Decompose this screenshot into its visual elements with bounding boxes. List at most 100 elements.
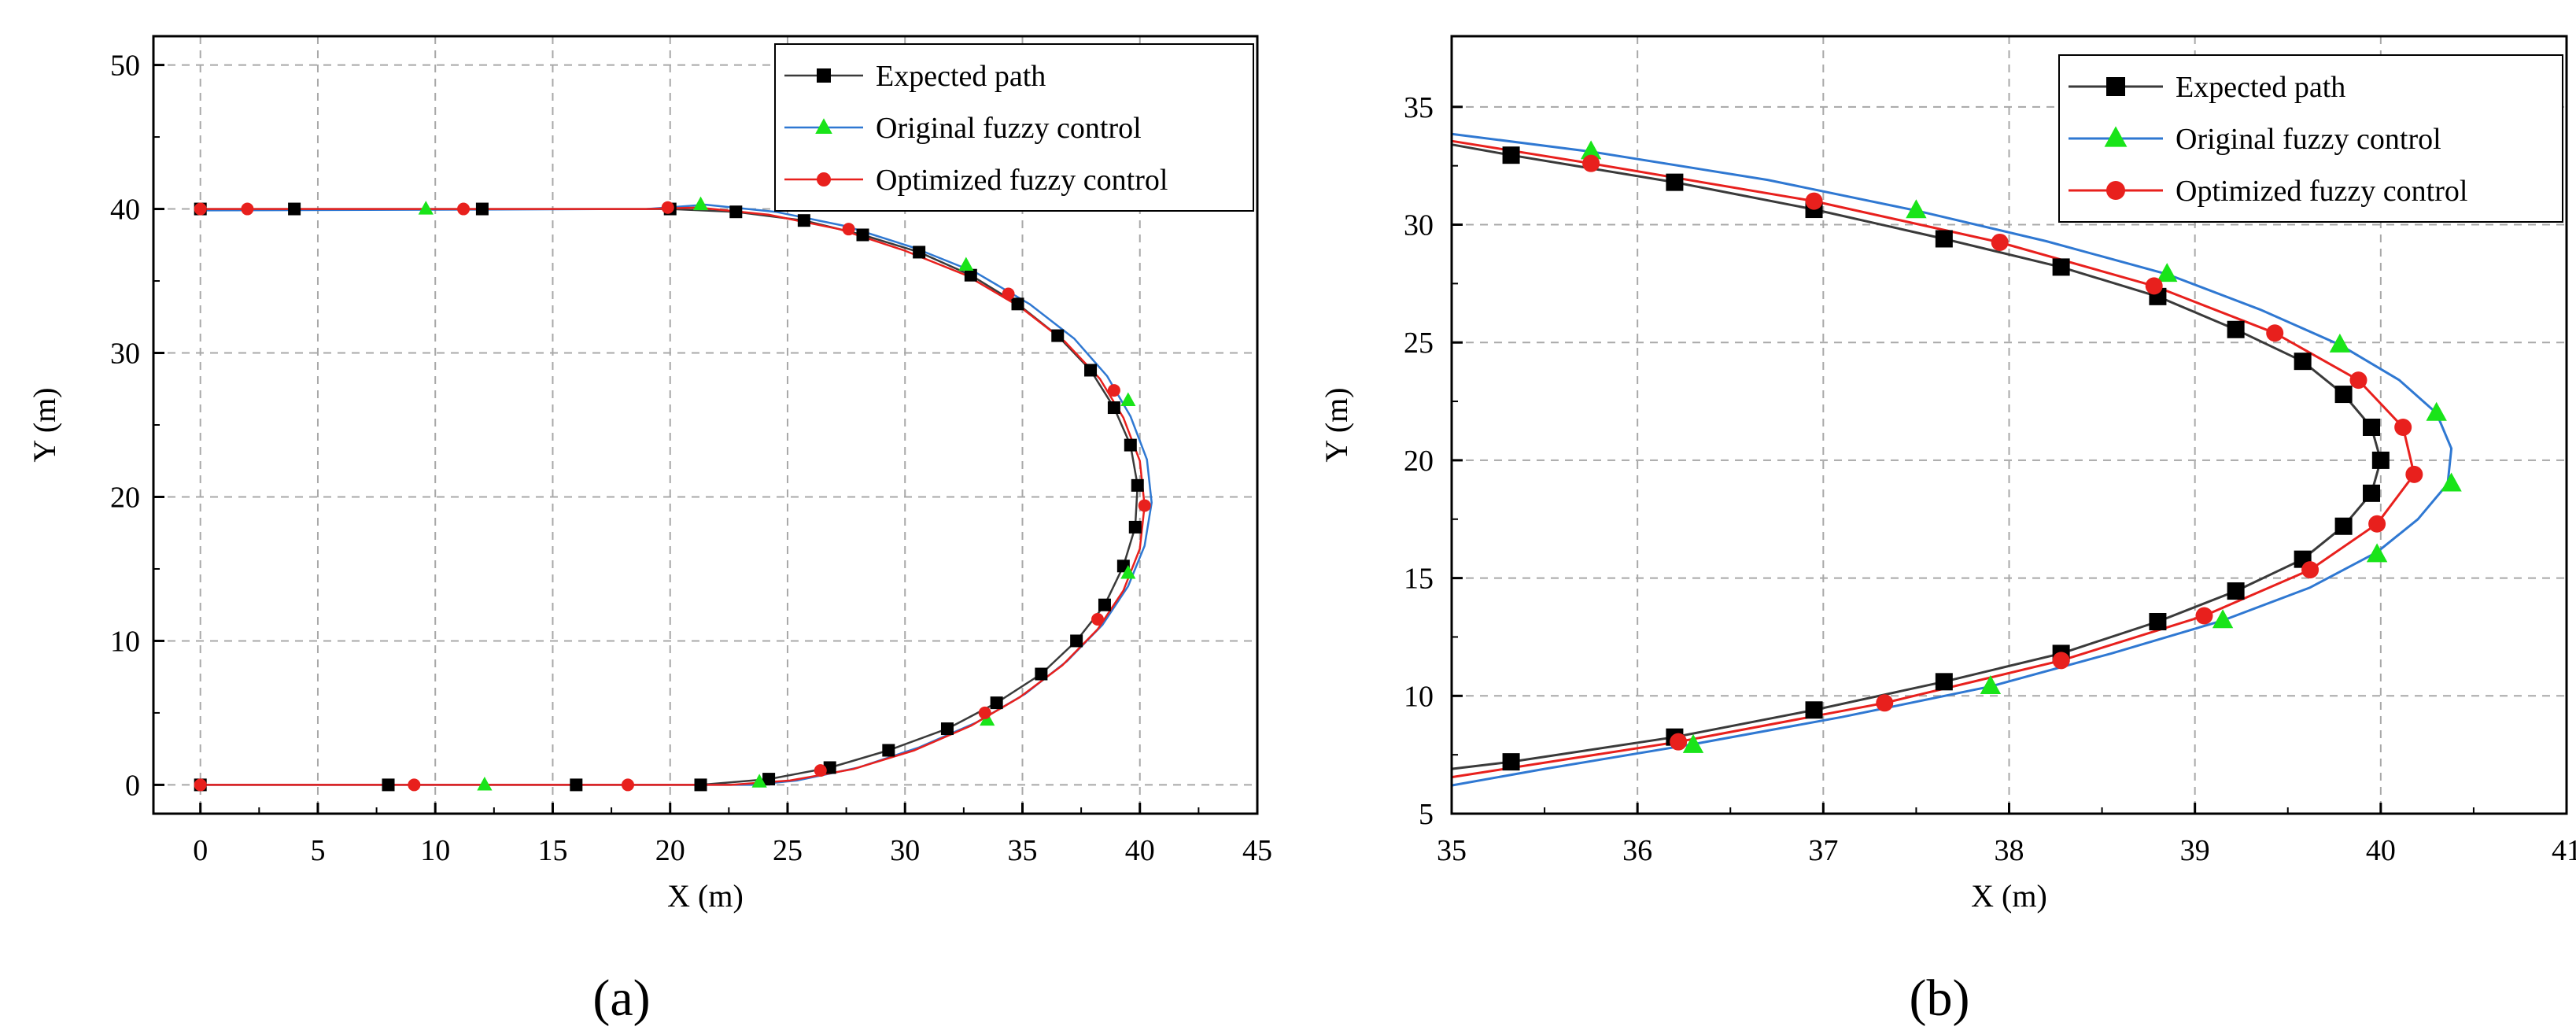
panel-a-series <box>194 196 1153 792</box>
marker-expected <box>1805 701 1823 719</box>
marker-optimized <box>1091 613 1105 626</box>
x-tick-label: 5 <box>310 834 325 867</box>
marker-original <box>2157 263 2178 283</box>
marker-expected <box>856 228 869 242</box>
x-tick-label: 36 <box>1622 834 1652 867</box>
legend-label-optimized: Optimized fuzzy control <box>2176 175 2467 208</box>
marker-optimized <box>661 201 674 214</box>
marker-expected <box>797 214 810 227</box>
legend-label-original: Original fuzzy control <box>2176 123 2441 156</box>
y-tick-label: 20 <box>1404 445 1434 478</box>
x-tick-label: 39 <box>2180 834 2210 867</box>
y-tick-label: 40 <box>110 194 140 227</box>
marker-original <box>2212 609 2234 629</box>
marker-optimized <box>2145 277 2163 295</box>
panel-b-caption: (b) <box>1910 969 1970 1027</box>
marker-expected <box>475 202 489 216</box>
marker-expected <box>882 744 895 757</box>
x-tick-label: 25 <box>773 834 803 867</box>
marker-expected <box>964 268 977 282</box>
marker-optimized <box>2349 371 2367 390</box>
series-line-original <box>1451 132 2453 787</box>
y-tick-label: 30 <box>1404 209 1434 242</box>
legend-label-optimized: Optimized fuzzy control <box>876 164 1168 197</box>
marker-original <box>2329 333 2351 353</box>
x-tick-label: 15 <box>537 834 567 867</box>
marker-expected <box>1666 173 1684 191</box>
panel-b-legend: Expected path Original fuzzy control Optim… <box>2058 54 2563 223</box>
x-tick-label: 30 <box>890 834 920 867</box>
x-tick-label: 0 <box>193 834 208 867</box>
x-tick-label: 35 <box>1437 834 1467 867</box>
marker-expected <box>2227 320 2245 338</box>
marker-expected <box>2334 386 2353 404</box>
y-tick-label: 50 <box>110 50 140 83</box>
marker-optimized <box>842 223 855 236</box>
y-tick-label: 25 <box>1404 327 1434 360</box>
marker-expected <box>2227 582 2245 600</box>
panel-b-x-axis-label: X (m) <box>1971 878 2047 914</box>
marker-optimized <box>1805 192 1823 210</box>
marker-original <box>958 257 974 271</box>
y-tick-label: 30 <box>110 338 140 371</box>
x-tick-label: 20 <box>655 834 685 867</box>
marker-optimized <box>621 778 634 792</box>
marker-optimized <box>194 778 207 792</box>
marker-expected <box>1070 634 1083 648</box>
marker-original <box>1120 565 1136 579</box>
legend-label-original: Original fuzzy control <box>876 112 1142 145</box>
marker-original <box>692 196 709 211</box>
y-tick-label: 10 <box>110 625 140 658</box>
y-tick-label: 15 <box>1404 563 1434 596</box>
x-tick-label: 40 <box>2366 834 2396 867</box>
panel-b-y-axis-label: Y (m) <box>1319 387 1354 462</box>
marker-original <box>418 201 434 215</box>
legend-marker-expected <box>2106 77 2125 96</box>
panel-a-x-axis-label: X (m) <box>667 878 744 914</box>
legend-marker-original <box>815 118 832 134</box>
marker-expected <box>1098 598 1111 611</box>
marker-optimized <box>2266 324 2284 342</box>
x-tick-label: 37 <box>1808 834 1838 867</box>
panel-a-chart: 0 5 10 15 20 25 30 35 40 45 0 10 20 30 40 50 X (m) Y (m… <box>27 35 1272 1027</box>
marker-optimized <box>2368 515 2386 533</box>
marker-original <box>1980 675 2002 695</box>
marker-expected <box>2149 612 2167 630</box>
marker-original <box>1580 140 1602 160</box>
marker-expected <box>729 205 743 219</box>
panel-a-legend: Expected path Original fuzzy control Optim… <box>774 43 1254 212</box>
y-tick-label: 0 <box>125 769 140 802</box>
y-tick-label: 35 <box>1404 91 1434 124</box>
marker-optimized <box>1876 694 1894 712</box>
y-tick-label: 20 <box>110 481 140 514</box>
panel-a-caption: (a) <box>592 969 650 1027</box>
x-tick-label: 38 <box>1995 834 2024 867</box>
marker-original <box>1120 392 1136 406</box>
legend-marker-optimized <box>817 172 831 186</box>
marker-original <box>1682 733 1704 753</box>
marker-optimized <box>1991 233 2009 251</box>
marker-optimized <box>1107 384 1120 397</box>
marker-expected <box>1131 478 1144 492</box>
panel-b-series <box>1451 132 2462 787</box>
panel-b-ticks: 35 36 37 38 39 40 41 5 10 15 20 25 30 35 <box>1404 91 2576 867</box>
legend-marker-optimized <box>2106 181 2125 200</box>
series-line-expected <box>1451 143 2382 770</box>
marker-optimized <box>1002 287 1015 301</box>
series-line-original <box>200 203 1153 786</box>
marker-expected <box>1502 146 1520 164</box>
marker-optimized <box>194 202 207 216</box>
marker-original <box>2426 401 2447 421</box>
marker-expected <box>1107 401 1120 415</box>
marker-original <box>1906 199 1927 219</box>
marker-expected <box>694 778 707 792</box>
marker-expected <box>1935 673 1953 691</box>
marker-optimized <box>814 764 827 777</box>
marker-expected <box>570 778 583 792</box>
marker-expected <box>990 696 1003 710</box>
marker-expected <box>2371 451 2390 469</box>
marker-expected <box>1935 230 1953 248</box>
legend-label-expected: Expected path <box>876 60 1046 93</box>
